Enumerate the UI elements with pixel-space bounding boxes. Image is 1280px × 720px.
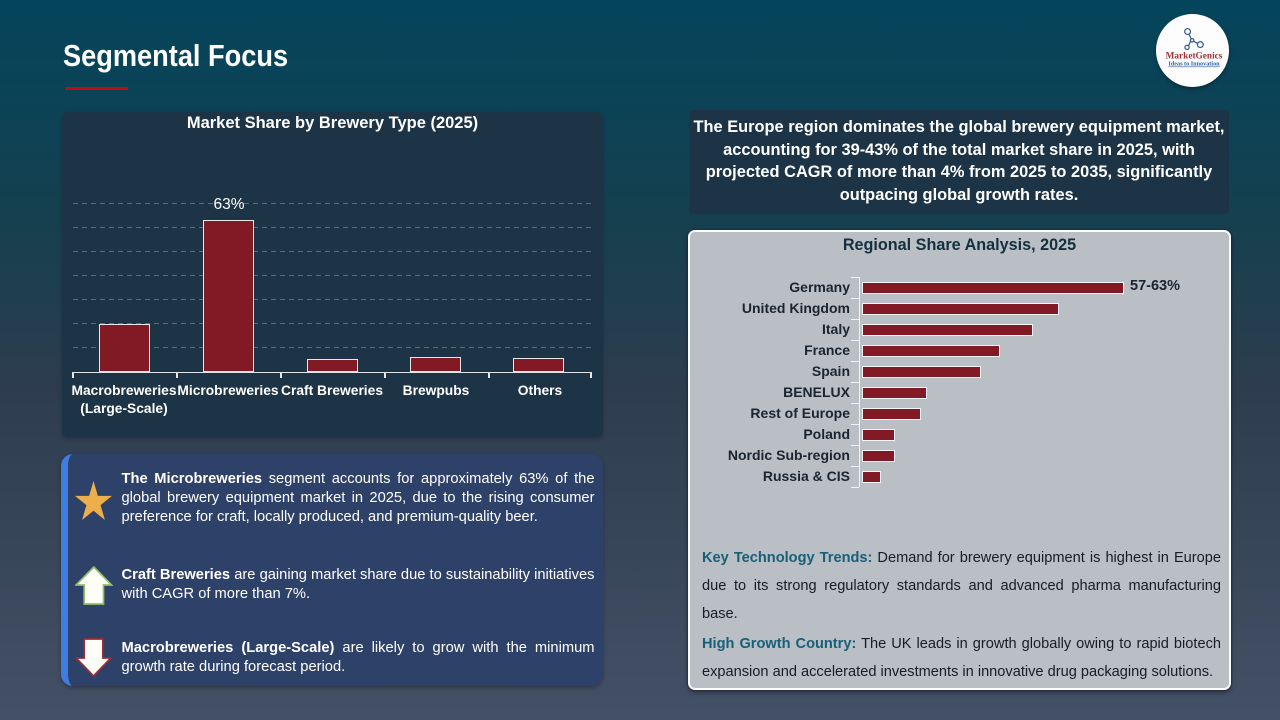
svg-text:MarketGenics: MarketGenics: [1166, 52, 1223, 62]
svg-text:Ideas to Innovation: Ideas to Innovation: [1168, 61, 1220, 68]
